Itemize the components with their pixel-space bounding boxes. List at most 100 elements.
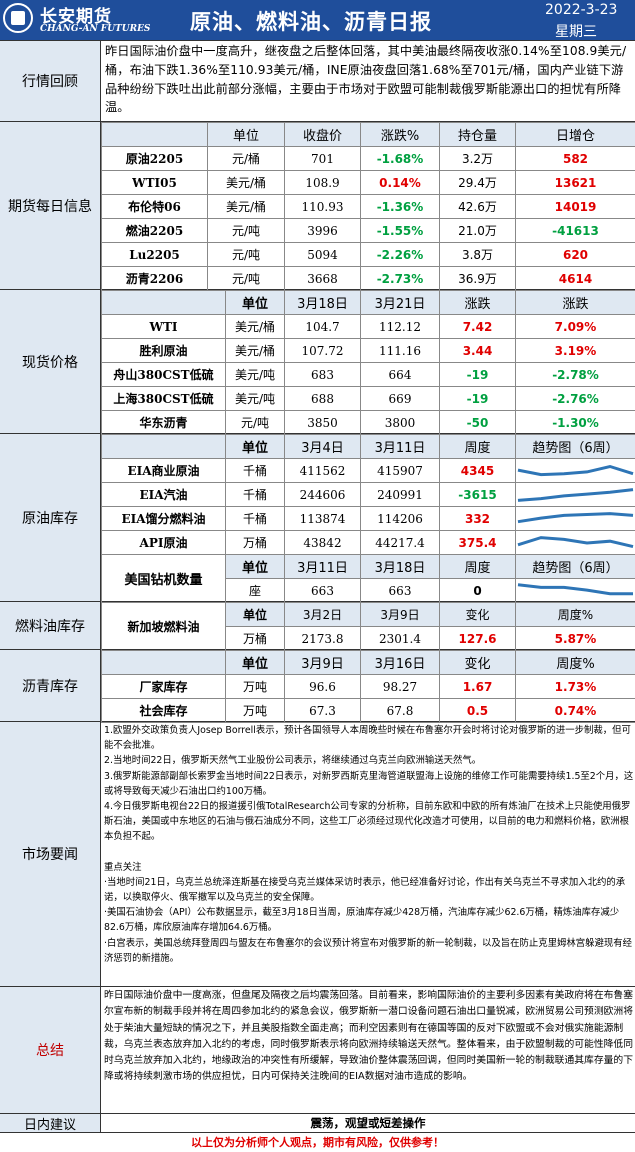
crude-trend-chart — [517, 464, 634, 476]
spot-d1: 107.72 — [284, 338, 361, 363]
spot-unit: 美元/桶 — [225, 338, 285, 363]
futures-oi: 3.2万 — [439, 146, 516, 171]
asphalt-name: 厂家库存 — [101, 674, 226, 699]
crude-chg: 375.4 — [439, 530, 516, 555]
futures-close: 110.93 — [284, 194, 361, 219]
crude-name: EIA商业原油 — [101, 458, 226, 483]
asphalt-header-row: 单位 3月9日 3月16日 变化 周度% — [101, 650, 635, 675]
futures-add: 4614 — [515, 266, 635, 291]
futures-chg: -2.26% — [360, 242, 440, 267]
crude-d1: 113874 — [284, 506, 361, 531]
crude-stock-section: 原油库存 单位 3月4日 3月11日 周度 趋势图（6周） EIA商业原油 千桶 4… — [0, 434, 635, 603]
fuel-stock-chg: 127.6 — [439, 626, 516, 651]
futures-header-blank — [101, 122, 208, 147]
spot-header-blank — [101, 290, 226, 315]
futures-chg: -1.36% — [360, 194, 440, 219]
futures-unit: 元/吨 — [207, 266, 285, 291]
rig-row: 座 663 663 0 — [102, 578, 635, 603]
futures-oi: 36.9万 — [439, 266, 516, 291]
fuel-stock-section: 燃料油库存 新加坡燃料油 单位 3月2日 3月9日 变化 周度% 万桶 2173… — [0, 602, 635, 651]
rig-chg: 0 — [439, 578, 516, 603]
news-item: ·白宫表示，美国总统拜登周四与盟友在布鲁塞尔的会议预计将宣布对俄罗斯的新一轮制裁… — [104, 937, 632, 964]
asphalt-d1: 67.3 — [284, 698, 361, 723]
futures-row: WTI05 美元/桶 108.9 0.14% 29.4万 13621 — [101, 170, 635, 195]
spot-pct: -2.76% — [515, 386, 635, 411]
crude-row: EIA商业原油 千桶 411562 415907 4345 — [101, 458, 635, 483]
futures-chg: -2.73% — [360, 266, 440, 291]
futures-close: 701 — [284, 146, 361, 171]
asphalt-header-d1: 3月9日 — [284, 650, 361, 675]
news-item: 4.今日俄罗斯电视台22日的报道援引俄TotalResearch公司专家的分析称… — [104, 801, 631, 843]
report-header: 长安期货 CHANG-AN FUTURES 原油、燃料油、沥青日报 2022-3… — [0, 0, 635, 40]
futures-add: 582 — [515, 146, 635, 171]
asphalt-header-unit: 单位 — [225, 650, 285, 675]
futures-oi: 3.8万 — [439, 242, 516, 267]
futures-close: 3668 — [284, 266, 361, 291]
spot-unit: 美元/桶 — [225, 314, 285, 339]
spot-d2: 669 — [360, 386, 440, 411]
crude-d2: 415907 — [360, 458, 440, 483]
futures-close: 108.9 — [284, 170, 361, 195]
rig-trend-line — [517, 582, 634, 595]
advice-label: 日内建议 — [0, 1114, 101, 1133]
spot-row: WTI 美元/桶 104.7 112.12 7.42 7.09% — [101, 314, 635, 339]
asphalt-d2: 98.27 — [360, 674, 440, 699]
spot-name: 华东沥青 — [101, 410, 226, 435]
news-item: 1.欧盟外交政策负责人Josep Borrell表示，预计各国领导人本周晚些时候… — [104, 725, 631, 752]
spot-d2: 664 — [360, 362, 440, 387]
asphalt-unit: 万吨 — [225, 698, 285, 723]
crude-name: EIA汽油 — [101, 482, 226, 507]
crude-d1: 411562 — [284, 458, 361, 483]
futures-add: -41613 — [515, 218, 635, 243]
spot-pct: 3.19% — [515, 338, 635, 363]
futures-unit: 元/桶 — [207, 146, 285, 171]
futures-name: 布伦特06 — [101, 194, 208, 219]
spot-d1: 688 — [284, 386, 361, 411]
spot-header-row: 单位 3月18日 3月21日 涨跌 涨跌 — [101, 290, 635, 315]
rig-unit: 座 — [225, 578, 285, 603]
crude-name: EIA馏分燃料油 — [101, 506, 226, 531]
spot-pct: -1.30% — [515, 410, 635, 435]
spot-d1: 104.7 — [284, 314, 361, 339]
spot-header-d2: 3月21日 — [360, 290, 440, 315]
spot-pct: 7.09% — [515, 314, 635, 339]
crude-d1: 244606 — [284, 482, 361, 507]
crude-trend — [515, 482, 635, 507]
futures-name: WTI05 — [101, 170, 208, 195]
rig-trend-chart — [517, 582, 634, 595]
futures-add: 14019 — [515, 194, 635, 219]
crude-stock-table: 单位 3月4日 3月11日 周度 趋势图（6周） EIA商业原油 千桶 411562… — [101, 434, 635, 603]
futures-unit: 元/吨 — [207, 218, 285, 243]
futures-name: 燃油2205 — [101, 218, 208, 243]
spot-section: 现货价格 单位 3月18日 3月21日 涨跌 涨跌 WTI 美元/桶 104.7 11… — [0, 290, 635, 435]
asphalt-pct: 0.74% — [515, 698, 635, 723]
futures-label: 期货每日信息 — [0, 122, 101, 289]
review-text: 昨日国际油价盘中一度高升，继夜盘之后整体回落，其中美油最终隔夜收涨0.14%至1… — [105, 44, 627, 115]
rig-header-unit: 单位 — [225, 554, 285, 579]
spot-d2: 112.12 — [360, 314, 440, 339]
crude-d2: 114206 — [360, 506, 440, 531]
company-name-en: CHANG-AN FUTURES — [40, 24, 151, 34]
spot-row: 舟山380CST低硫 美元/吨 683 664 -19 -2.78% — [101, 362, 635, 387]
crude-header-d2: 3月11日 — [360, 434, 440, 459]
futures-chg: -1.68% — [360, 146, 440, 171]
fuel-stock-name: 新加坡燃料油 — [101, 602, 226, 651]
crude-stock-label: 原油库存 — [0, 434, 101, 601]
rig-header-d1: 3月11日 — [284, 554, 361, 579]
futures-table: 单位 收盘价 涨跌% 持仓量 日增仓 原油2205 元/桶 701 -1.68% 3.2… — [101, 122, 635, 291]
asphalt-d2: 67.8 — [360, 698, 440, 723]
fuel-header-unit: 单位 — [225, 602, 285, 627]
summary-label: 总结 — [0, 987, 101, 1113]
rig-header-d2: 3月18日 — [360, 554, 440, 579]
spot-chg: -19 — [439, 362, 516, 387]
fuel-stock-row: 万桶 2173.8 2301.4 127.6 5.87% — [102, 626, 635, 651]
company-logo-icon — [3, 3, 33, 33]
spot-header-unit: 单位 — [225, 290, 285, 315]
crude-header-d1: 3月4日 — [284, 434, 361, 459]
crude-d2: 240991 — [360, 482, 440, 507]
crude-header-unit: 单位 — [225, 434, 285, 459]
fuel-stock-label: 燃料油库存 — [0, 602, 101, 649]
crude-trend-line — [517, 464, 634, 476]
futures-row: 沥青2206 元/吨 3668 -2.73% 36.9万 4614 — [101, 266, 635, 291]
crude-chg: -3615 — [439, 482, 516, 507]
